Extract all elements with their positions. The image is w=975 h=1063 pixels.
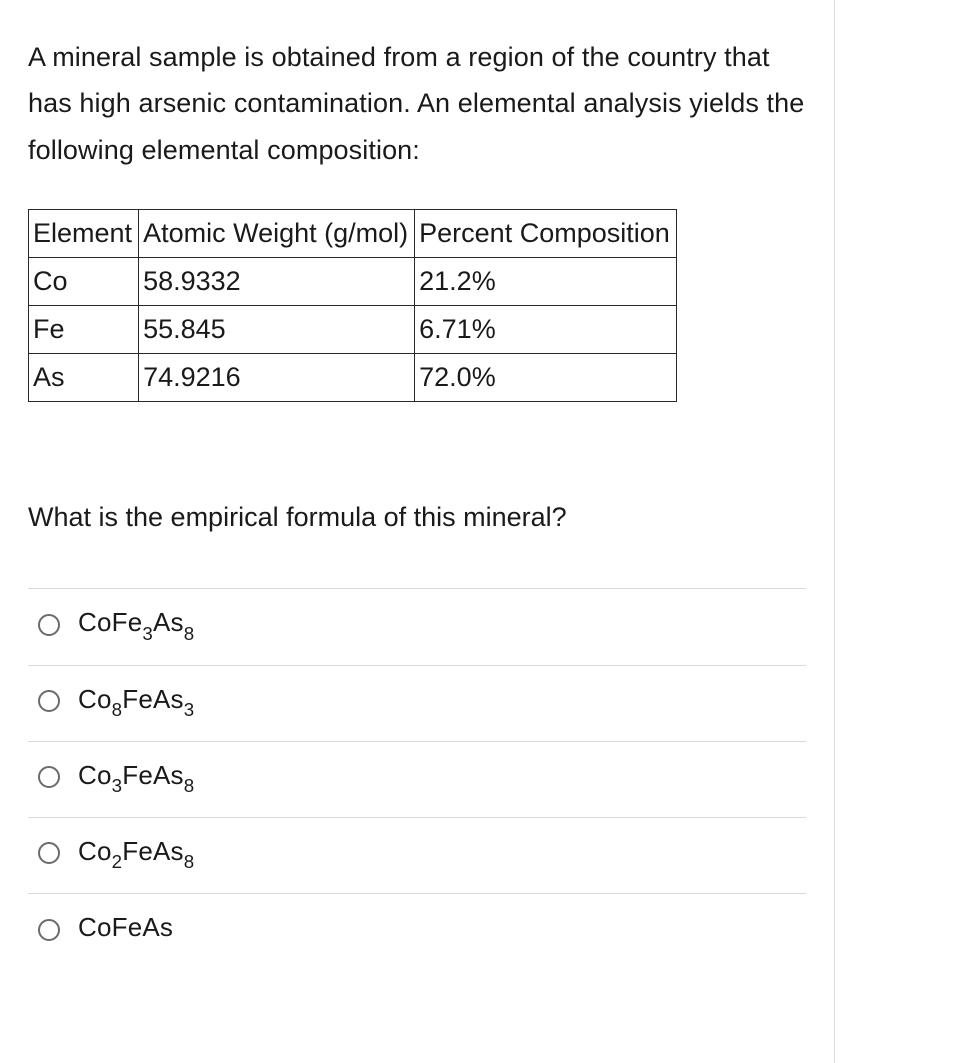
composition-table: Element Atomic Weight (g/mol) Percent Co… — [28, 209, 677, 402]
table-row: As 74.9216 72.0% — [29, 354, 677, 402]
answer-option[interactable]: Co3FeAs8 — [28, 741, 806, 817]
question-text: What is the empirical formula of this mi… — [28, 502, 806, 533]
radio-icon[interactable] — [38, 766, 60, 788]
option-label: Co3FeAs8 — [78, 760, 194, 795]
cell-element: As — [29, 354, 139, 402]
cell-percent: 21.2% — [415, 258, 677, 306]
cell-percent: 6.71% — [415, 306, 677, 354]
option-label: Co8FeAs3 — [78, 684, 194, 719]
cell-weight: 55.845 — [139, 306, 415, 354]
radio-icon[interactable] — [38, 690, 60, 712]
radio-icon[interactable] — [38, 842, 60, 864]
cell-weight: 58.9332 — [139, 258, 415, 306]
col-atomic-weight: Atomic Weight (g/mol) — [139, 210, 415, 258]
table-row: Co 58.9332 21.2% — [29, 258, 677, 306]
answer-option[interactable]: Co2FeAs8 — [28, 817, 806, 893]
radio-icon[interactable] — [38, 614, 60, 636]
cell-element: Co — [29, 258, 139, 306]
answer-option[interactable]: Co8FeAs3 — [28, 665, 806, 741]
col-element: Element — [29, 210, 139, 258]
question-card: A mineral sample is obtained from a regi… — [0, 0, 835, 1063]
col-percent-composition: Percent Composition — [415, 210, 677, 258]
table-row: Fe 55.845 6.71% — [29, 306, 677, 354]
answer-options: CoFe3As8 Co8FeAs3 Co3FeAs8 Co2FeAs8 CoFe… — [28, 588, 806, 965]
cell-element: Fe — [29, 306, 139, 354]
option-label: Co2FeAs8 — [78, 836, 194, 871]
cell-weight: 74.9216 — [139, 354, 415, 402]
radio-icon[interactable] — [38, 919, 60, 941]
option-label: CoFeAs — [78, 912, 173, 947]
option-label: CoFe3As8 — [78, 607, 194, 642]
cell-percent: 72.0% — [415, 354, 677, 402]
answer-option[interactable]: CoFe3As8 — [28, 588, 806, 664]
table-header-row: Element Atomic Weight (g/mol) Percent Co… — [29, 210, 677, 258]
answer-option[interactable]: CoFeAs — [28, 893, 806, 965]
prompt-text: A mineral sample is obtained from a regi… — [28, 34, 806, 173]
